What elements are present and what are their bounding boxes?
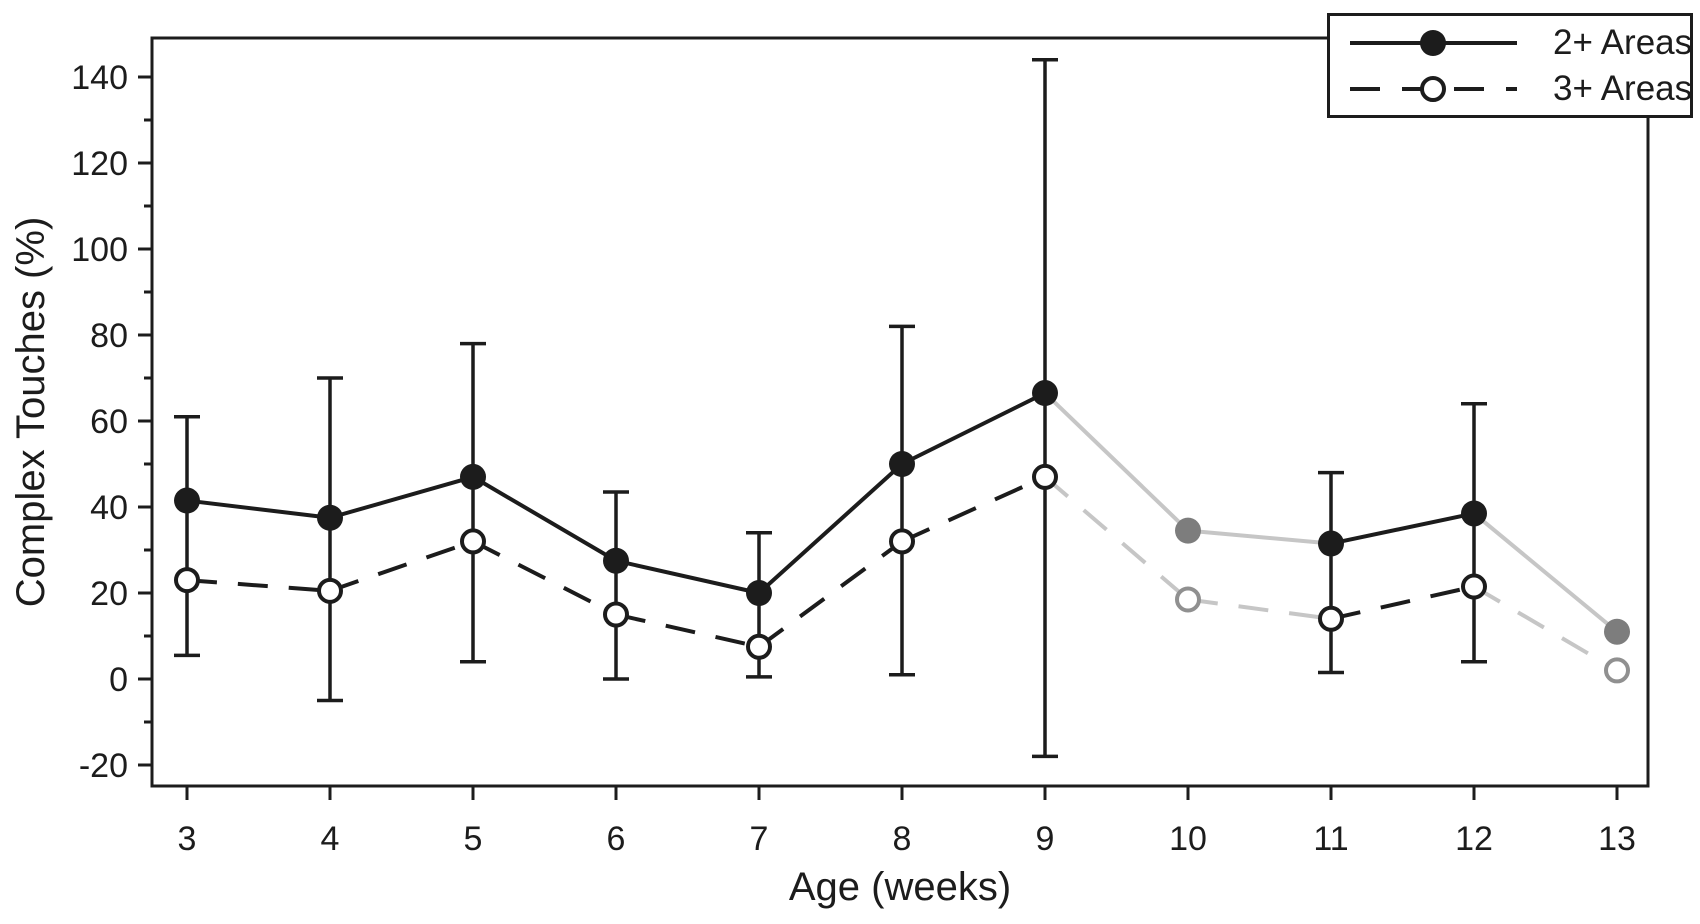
data-point-3plus <box>746 633 772 660</box>
series-line-2plus <box>901 391 1046 466</box>
data-point-2plus <box>1032 380 1058 407</box>
series-line-3plus <box>1043 475 1190 601</box>
y-tick-label: 140 <box>71 59 128 97</box>
y-axis-title: Complex Touches (%) <box>9 217 53 608</box>
legend-item-2plus-areas: 2+ Areas <box>1330 21 1693 65</box>
x-tick-label: 7 <box>750 820 769 858</box>
y-tick-label: 0 <box>109 661 128 699</box>
series-line-2plus <box>615 558 760 595</box>
series-line-3plus <box>615 612 760 649</box>
x-tick-label: 11 <box>1313 820 1348 858</box>
series-line-3plus <box>329 539 474 593</box>
series-line-2plus <box>186 498 331 520</box>
data-point-3plus <box>603 601 629 628</box>
legend-label: 3+ Areas <box>1553 68 1693 108</box>
data-point-3plus <box>317 577 343 604</box>
y-tick-label: 120 <box>71 145 128 183</box>
y-tick-label: 60 <box>90 403 128 441</box>
y-tick-label: 40 <box>90 489 128 527</box>
series-line-3plus <box>1187 597 1332 621</box>
data-point-2plus <box>603 547 629 574</box>
series-line-3plus <box>186 578 331 593</box>
x-tick-label: 9 <box>1036 820 1055 858</box>
series-line-3plus <box>757 539 904 649</box>
data-point-3plus <box>460 528 486 555</box>
data-point-2plus <box>1604 618 1630 645</box>
data-point-2plus <box>460 463 486 490</box>
series-line-3plus <box>472 539 617 617</box>
data-point-3plus <box>889 528 915 555</box>
series-line-2plus <box>1187 528 1332 546</box>
data-point-3plus <box>1461 573 1487 600</box>
legend: 2+ Areas 3+ Areas <box>1327 13 1693 118</box>
data-point-3plus <box>1318 605 1344 632</box>
data-point-2plus <box>746 580 772 606</box>
x-tick-label: 3 <box>178 820 197 858</box>
data-point-2plus <box>1175 517 1201 544</box>
legend-label: 2+ Areas <box>1553 22 1693 62</box>
data-point-2plus <box>1318 530 1344 557</box>
plot-border <box>150 36 1650 788</box>
series-line-2plus <box>329 474 474 520</box>
data-point-2plus <box>889 451 915 477</box>
series-line-2plus <box>1043 391 1190 533</box>
series-line-3plus <box>1472 584 1619 673</box>
y-tick-label: 20 <box>90 575 128 613</box>
data-point-3plus <box>174 567 200 594</box>
y-tick-label: 80 <box>90 317 128 355</box>
legend-sample-dashed-open-icon <box>1350 75 1517 102</box>
x-tick-label: 10 <box>1169 820 1207 858</box>
series-line-2plus <box>1472 511 1619 634</box>
data-point-3plus <box>1604 657 1630 684</box>
y-tick-label: 100 <box>71 231 128 269</box>
data-point-3plus <box>1032 463 1058 490</box>
x-tick-label: 12 <box>1455 820 1493 858</box>
series-line-3plus <box>901 475 1046 544</box>
data-point-2plus <box>1461 500 1487 527</box>
legend-sample-solid-filled-icon <box>1350 29 1517 56</box>
x-tick-label: 4 <box>321 820 340 858</box>
series-line-2plus <box>1330 511 1475 546</box>
x-tick-label: 5 <box>464 820 483 858</box>
y-tick-label: -20 <box>79 747 128 785</box>
series-line-2plus <box>757 462 904 595</box>
data-point-2plus <box>174 487 200 514</box>
data-point-3plus <box>1175 586 1201 613</box>
series-line-2plus <box>471 475 618 563</box>
legend-item-3plus-areas: 3+ Areas <box>1330 67 1693 111</box>
x-axis-title: Age (weeks) <box>789 865 1011 909</box>
x-tick-label: 6 <box>607 820 626 858</box>
x-tick-label: 8 <box>893 820 912 858</box>
x-tick-label: 13 <box>1598 820 1636 858</box>
data-point-2plus <box>317 504 343 531</box>
series-line-3plus <box>1330 584 1475 621</box>
